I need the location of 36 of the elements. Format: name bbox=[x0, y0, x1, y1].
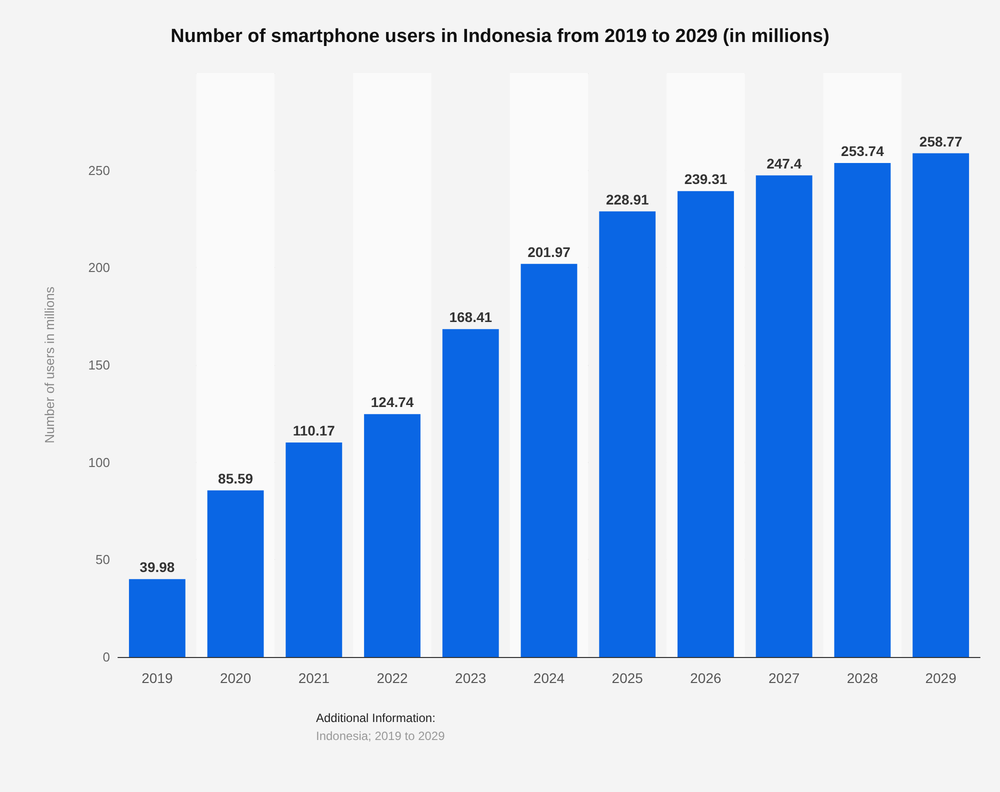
bar bbox=[364, 414, 420, 657]
x-tick-label: 2022 bbox=[376, 670, 408, 686]
y-tick-label: 0 bbox=[102, 650, 110, 664]
data-label: 201.97 bbox=[528, 244, 571, 260]
data-label: 228.91 bbox=[606, 191, 649, 208]
bar bbox=[207, 490, 264, 657]
data-label: 253.74 bbox=[841, 143, 884, 160]
data-label: 124.74 bbox=[370, 394, 414, 410]
text: Additional Information: bbox=[316, 711, 436, 725]
data-label: 168.41 bbox=[449, 309, 492, 326]
y-tick-label: 100 bbox=[88, 454, 110, 470]
data-label: 39.98 bbox=[140, 559, 175, 576]
y-tick-label: 200 bbox=[88, 260, 110, 276]
x-tick-label: 2020 bbox=[220, 670, 252, 686]
x-tick-label: 2023 bbox=[455, 670, 486, 686]
text: Indonesia; 2019 to 2029 bbox=[316, 729, 446, 743]
x-tick-label: 2026 bbox=[690, 670, 722, 686]
data-label: 239.31 bbox=[684, 171, 728, 188]
x-tick-label: 2028 bbox=[846, 670, 878, 686]
chart-title: Number of smartphone users in Indonesia from 2019 to 2029 (in millions) bbox=[170, 26, 830, 47]
y-axis-title: Number of users in millions bbox=[42, 286, 57, 444]
data-label: 247.4 bbox=[766, 155, 802, 172]
data-label: 258.77 bbox=[919, 133, 962, 150]
x-tick-label: 2029 bbox=[925, 670, 957, 686]
x-tick-label: 2025 bbox=[612, 670, 644, 686]
x-tick-label: 2021 bbox=[298, 670, 330, 686]
y-tick-label: 150 bbox=[88, 358, 110, 372]
y-tick-label: 250 bbox=[88, 162, 110, 178]
x-tick-label: 2027 bbox=[768, 670, 800, 686]
data-label: 85.59 bbox=[218, 470, 254, 486]
data-label: 110.17 bbox=[292, 422, 336, 439]
x-tick-label: 2019 bbox=[142, 670, 173, 686]
bar bbox=[520, 264, 578, 657]
bar bbox=[128, 579, 186, 657]
x-tick-label: 2024 bbox=[533, 670, 565, 686]
y-tick-label: 50 bbox=[96, 552, 110, 568]
